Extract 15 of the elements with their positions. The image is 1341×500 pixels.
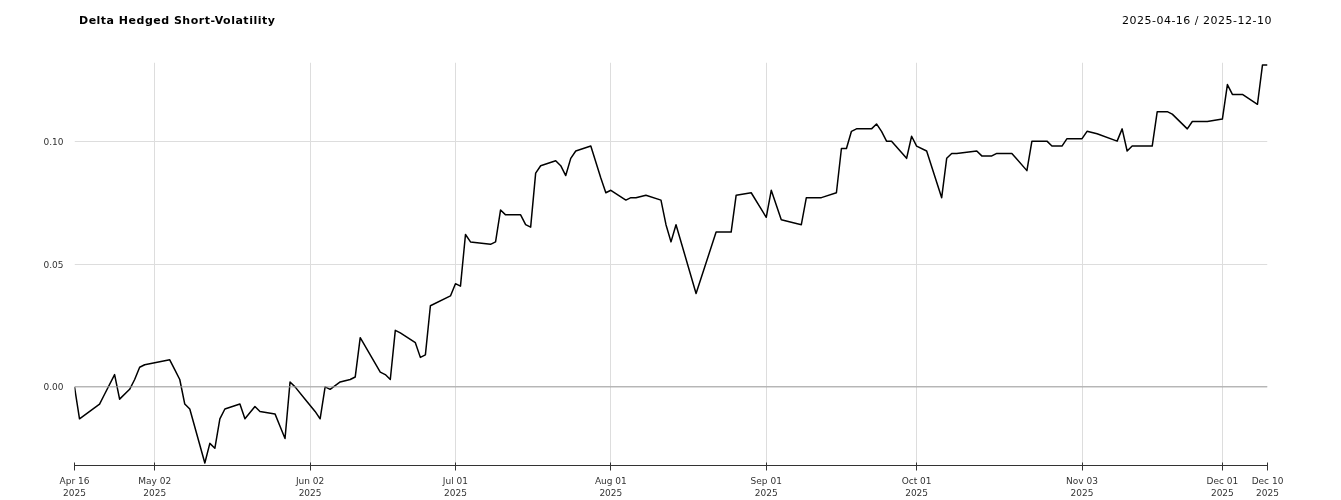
y-tick-label: 0.05 [43,259,64,270]
y-tick-label: 0.10 [43,136,64,147]
x-tick-label: Jul 01 2025 [441,475,469,498]
x-tick-label: Nov 03 2025 [1066,475,1098,498]
chart-title: Delta Hedged Short-Volatility [79,13,276,29]
x-tick-label: Dec 01 2025 [1206,475,1239,498]
y-tick-label: 0.00 [43,382,64,393]
x-tick-label: Aug 01 2025 [594,475,627,498]
x-tick-label: Apr 16 2025 [59,475,90,498]
chart-subtitle: 2025-04-16 / 2025-12-10 [1121,13,1272,29]
x-tick-label: Sep 01 2025 [750,475,782,498]
x-tick-label: Dec 10 2025 [1251,475,1284,498]
x-tick-label: May 02 2025 [138,475,172,498]
x-tick-label: Oct 01 2025 [901,475,932,498]
x-tick-label: Jun 02 2025 [294,475,325,498]
